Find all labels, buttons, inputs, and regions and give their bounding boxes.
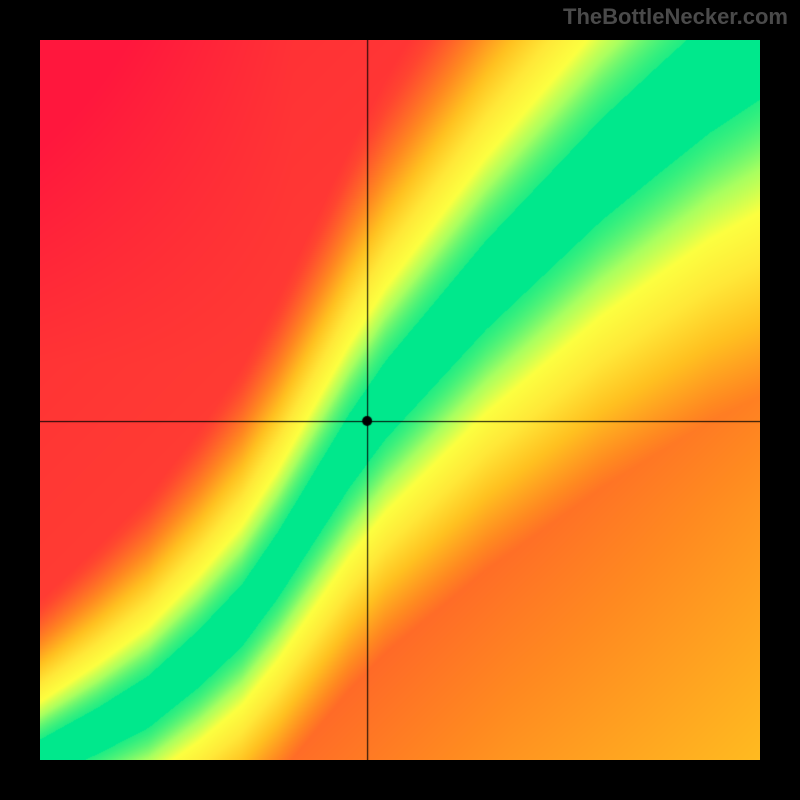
watermark-text: TheBottleNecker.com bbox=[563, 4, 788, 30]
heatmap-canvas bbox=[40, 40, 760, 760]
chart-container: TheBottleNecker.com bbox=[0, 0, 800, 800]
heatmap-plot bbox=[40, 40, 760, 760]
